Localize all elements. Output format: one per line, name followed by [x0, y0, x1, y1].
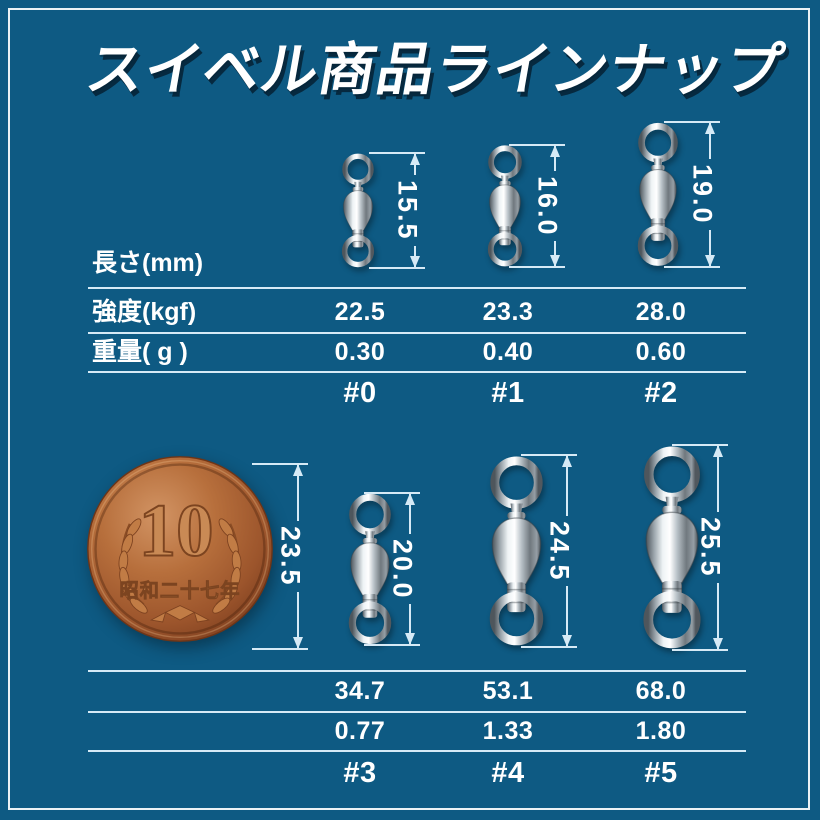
size-label: #3	[343, 757, 377, 789]
table-separator	[88, 371, 746, 373]
dimension-value: 20.0	[387, 538, 418, 600]
dimension-arrow-down	[562, 586, 572, 647]
dimension-value: 16.0	[532, 175, 563, 237]
coin-era-text: 昭和二十七年	[120, 579, 241, 602]
dimension-arrow-down	[405, 604, 415, 645]
dimension-value: 24.5	[544, 520, 575, 582]
length-row-label: 長さ(mm)	[92, 249, 204, 277]
dimension-cap	[664, 121, 720, 123]
dimension-value: 25.5	[695, 517, 726, 578]
dimension-arrow-up	[293, 463, 303, 522]
dimension-arrow-up	[713, 444, 723, 513]
dimension-cap	[252, 648, 308, 650]
weight-value: 0.60	[635, 338, 687, 366]
swivel-image-size2	[619, 121, 697, 268]
dimension-arrow-down	[293, 591, 303, 650]
coin-denomination: 10	[139, 490, 214, 573]
dimension-size3: 20.0	[364, 492, 420, 646]
table-separator	[88, 332, 746, 334]
weight-value: 0.40	[482, 338, 534, 366]
strength-value: 53.1	[482, 677, 534, 705]
ten-yen-coin: 10 昭和二十七年	[84, 451, 276, 647]
dimension-size1: 16.0	[509, 144, 565, 268]
table-separator	[88, 750, 746, 752]
weight-row-label: 重量( g )	[92, 338, 188, 366]
swivel-image-size0	[327, 152, 389, 269]
dimension-cap	[369, 267, 425, 269]
strength-value: 68.0	[635, 677, 687, 705]
dimension-cap	[521, 646, 577, 648]
size-label: #4	[491, 757, 525, 789]
dimension-arrow-up	[562, 455, 572, 516]
dimension-cap	[672, 444, 728, 446]
size-label: #0	[343, 377, 377, 409]
dimension-arrow-up	[410, 152, 420, 176]
laurel-wreath-decoration	[118, 518, 242, 623]
dimension-value: 23.5	[275, 526, 306, 587]
dimension-cap	[672, 649, 728, 651]
dimension-cap	[509, 266, 565, 268]
size-label: #5	[644, 757, 678, 789]
table-separator	[88, 670, 746, 672]
dimension-cap	[364, 644, 420, 646]
dimension-cap	[252, 463, 308, 465]
strength-value: 22.5	[334, 298, 386, 326]
weight-value: 0.77	[334, 717, 386, 745]
dimension-arrow-up	[705, 121, 715, 160]
dimension-arrow-down	[550, 241, 560, 267]
dimension-value: 19.0	[687, 164, 718, 225]
table-separator	[88, 711, 746, 713]
dimension-cap	[509, 144, 565, 146]
dimension-size0: 15.5	[369, 152, 425, 269]
dimension-size5: 25.5	[672, 444, 728, 651]
strength-row-label: 強度(kgf)	[92, 298, 197, 326]
strength-value: 34.7	[334, 677, 386, 705]
dimension-arrow-down	[713, 582, 723, 651]
page-title: スイベル商品ラインナップ	[81, 38, 789, 102]
swivel-image-size1	[472, 144, 538, 268]
size-label: #1	[491, 377, 525, 409]
dimension-arrow-up	[550, 145, 560, 171]
dimension-size2: 19.0	[664, 121, 720, 268]
dimension-cap	[664, 266, 720, 268]
table-separator	[88, 287, 746, 289]
dimension-cap	[521, 454, 577, 456]
strength-value: 23.3	[482, 298, 534, 326]
dimension-arrow-up	[405, 493, 415, 534]
dimension-coin: 23.5	[252, 463, 308, 650]
dimension-cap	[364, 492, 420, 494]
dimension-arrow-down	[705, 229, 715, 268]
dimension-value: 15.5	[392, 180, 423, 241]
dimension-arrow-down	[410, 245, 420, 269]
strength-value: 28.0	[635, 298, 687, 326]
weight-value: 0.30	[334, 338, 386, 366]
size-label: #2	[644, 377, 678, 409]
weight-value: 1.33	[482, 717, 534, 745]
dimension-size4: 24.5	[521, 454, 577, 648]
weight-value: 1.80	[635, 717, 687, 745]
dimension-cap	[369, 152, 425, 154]
